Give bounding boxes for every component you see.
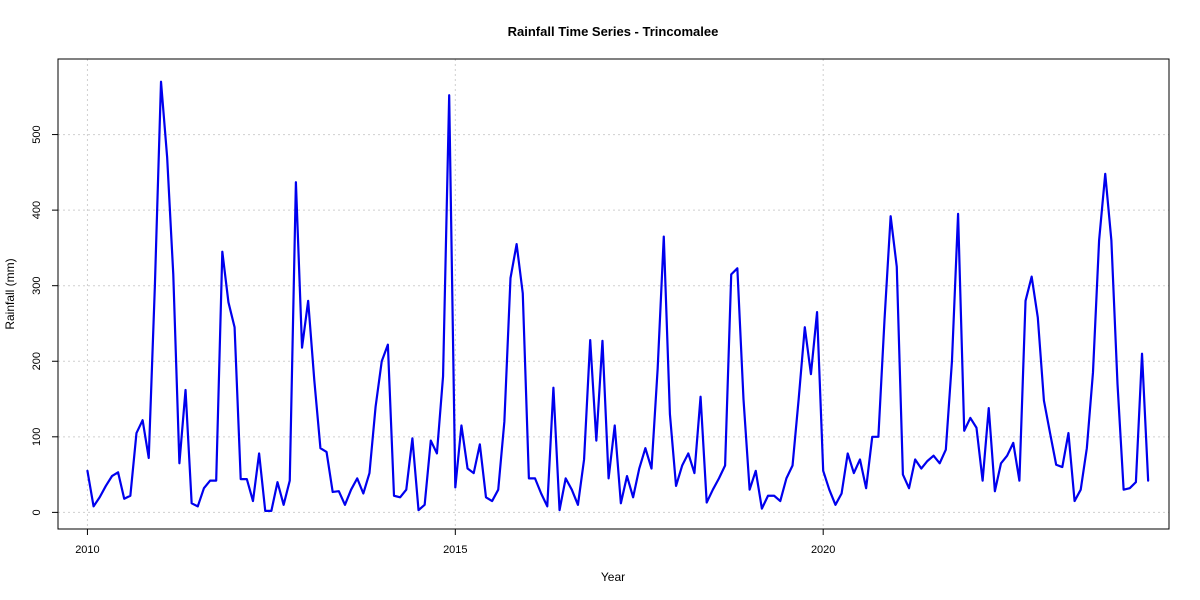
y-tick-label: 100 [31, 428, 43, 446]
y-axis: 0 100 200 300 400 500 [31, 125, 58, 515]
grid-lines [58, 59, 1169, 529]
x-tick-label: 2015 [443, 544, 467, 556]
y-tick-label: 300 [31, 277, 43, 295]
x-tick-label: 2020 [811, 544, 835, 556]
y-tick-label: 0 [31, 509, 43, 515]
rainfall-series-line [86, 80, 1150, 512]
x-axis: 2010 2015 2020 [75, 529, 835, 556]
y-tick-label: 200 [31, 352, 43, 370]
plot-frame [57, 58, 1170, 530]
x-tick-label: 2010 [75, 544, 99, 556]
y-tick-label: 500 [31, 125, 43, 143]
chart-title: Rainfall Time Series - Trincomalee [508, 24, 719, 39]
series-layer [86, 80, 1150, 512]
y-tick-label: 400 [31, 201, 43, 219]
x-axis-label: Year [601, 570, 625, 584]
y-axis-label: Rainfall (mm) [3, 258, 17, 329]
